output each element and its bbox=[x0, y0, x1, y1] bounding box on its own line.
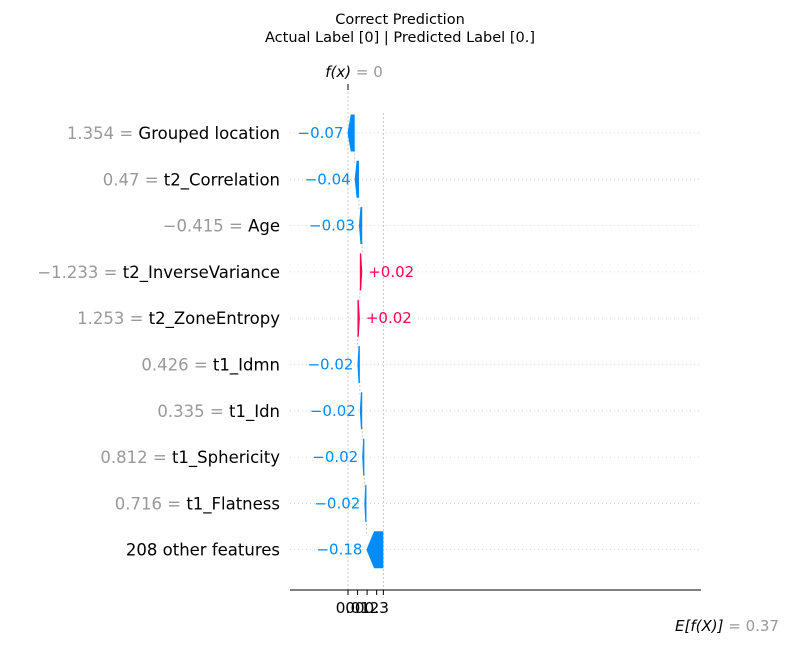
feature-name: 208 other features bbox=[126, 541, 280, 560]
bar-value-label: +0.02 bbox=[366, 309, 412, 327]
efx-label: E[f(X)] bbox=[675, 617, 728, 635]
feature-label: 0.812 = t1_Sphericity bbox=[100, 448, 280, 468]
bar-value-label: −0.02 bbox=[312, 448, 358, 466]
feature-name: Grouped location bbox=[138, 124, 280, 143]
feature-value: 0.426 = bbox=[141, 356, 213, 375]
bar-negative bbox=[362, 438, 365, 476]
x-tick-label: 0.1 bbox=[345, 599, 370, 617]
efx-value: = 0.37 bbox=[728, 617, 779, 635]
feature-name: Age bbox=[248, 217, 280, 236]
x-tick-label: 0.0 bbox=[336, 599, 361, 617]
bar-negative bbox=[347, 114, 355, 152]
bar-value-label: −0.02 bbox=[307, 356, 353, 374]
plot-area: −0.07 1.354 = Grouped location −0.04 0.47 =… bbox=[37, 63, 779, 635]
x-tick-label: 0.3 bbox=[364, 599, 389, 617]
bar-negative bbox=[358, 207, 363, 245]
bar-negative bbox=[354, 160, 359, 198]
x-tick-label: 0.2 bbox=[355, 599, 380, 617]
bar-value-label: −0.03 bbox=[309, 217, 355, 235]
feature-value: 0.716 = bbox=[115, 494, 187, 513]
bar-positive bbox=[357, 299, 360, 337]
fx-label: f(x) bbox=[325, 63, 356, 81]
feature-label: −1.233 = t2_InverseVariance bbox=[37, 263, 280, 283]
chart-title-line2: Actual Label [0] | Predicted Label [0.] bbox=[265, 30, 535, 46]
bar-value-label: −0.04 bbox=[305, 170, 351, 188]
bar-value-label: −0.18 bbox=[316, 541, 362, 559]
feature-value: 0.812 = bbox=[100, 448, 172, 467]
feature-value: 1.253 = bbox=[77, 309, 149, 328]
feature-name: t1_Idmn bbox=[213, 356, 280, 376]
chart-title-line1: Correct Prediction bbox=[335, 12, 465, 28]
bar-negative bbox=[364, 484, 367, 522]
feature-label: 1.354 = Grouped location bbox=[67, 124, 280, 143]
bar-value-label: −0.02 bbox=[314, 494, 360, 512]
bar-value-label: −0.07 bbox=[298, 124, 344, 142]
feature-name: t2_ZoneEntropy bbox=[149, 309, 281, 329]
bar-negative bbox=[366, 531, 384, 569]
feature-name: t2_Correlation bbox=[164, 170, 280, 190]
bar-value-label: +0.02 bbox=[368, 263, 414, 281]
feature-label: −0.415 = Age bbox=[163, 217, 280, 236]
feature-value: 0.335 = bbox=[157, 402, 229, 421]
feature-value: −1.233 = bbox=[37, 263, 122, 282]
feature-value: −0.415 = bbox=[163, 217, 248, 236]
feature-value: 1.354 = bbox=[67, 124, 139, 143]
feature-label: 208 other features bbox=[126, 541, 280, 560]
feature-label: 0.716 = t1_Flatness bbox=[115, 494, 280, 514]
bar-value-label: −0.02 bbox=[310, 402, 356, 420]
feature-name: t1_Flatness bbox=[186, 494, 280, 514]
feature-name: t1_Sphericity bbox=[172, 448, 280, 468]
bar-positive bbox=[359, 253, 363, 291]
feature-label: 0.47 = t2_Correlation bbox=[103, 170, 280, 190]
fx-annotation: f(x) = 0 bbox=[325, 63, 383, 81]
feature-label: 1.253 = t2_ZoneEntropy bbox=[77, 309, 280, 329]
feature-label: 0.426 = t1_Idmn bbox=[141, 356, 280, 376]
bar-negative bbox=[359, 392, 363, 430]
feature-name: t1_Idn bbox=[229, 402, 280, 422]
feature-value: 0.47 = bbox=[103, 170, 164, 189]
feature-label: 0.335 = t1_Idn bbox=[157, 402, 280, 422]
efx-annotation: E[f(X)] = 0.37 bbox=[675, 617, 779, 635]
feature-name: t2_InverseVariance bbox=[123, 263, 280, 283]
bar-negative bbox=[357, 346, 360, 383]
fx-value: = 0 bbox=[356, 63, 383, 81]
